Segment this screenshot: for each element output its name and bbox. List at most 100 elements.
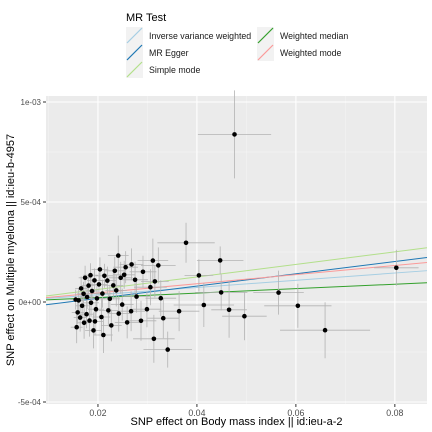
data-point xyxy=(105,278,110,283)
data-point xyxy=(196,273,202,278)
axis-ticks: 0.02 0.04 0.06 0.08 -5e-04 0e+00 5e-04 1e-03 xyxy=(18,98,404,418)
legend-entry-weighted-mode: Weighted mode xyxy=(257,44,342,61)
legend: MR Test Inverse variance weighted MR Egg… xyxy=(126,12,348,78)
data-point xyxy=(92,278,97,283)
legend-entry-mr-egger: MR Egger xyxy=(126,44,189,61)
data-point xyxy=(116,311,122,316)
legend-label: Simple mode xyxy=(149,65,200,75)
data-point xyxy=(183,240,189,246)
data-point xyxy=(86,283,91,288)
data-point xyxy=(119,302,125,307)
data-point xyxy=(134,294,139,299)
y-tick-label: 5e-04 xyxy=(21,198,42,207)
data-point xyxy=(201,302,207,308)
legend-label: Inverse variance weighted xyxy=(149,31,251,41)
data-point xyxy=(101,332,106,338)
data-point xyxy=(88,272,93,278)
gridlines xyxy=(46,96,427,404)
legend-key-line xyxy=(126,27,143,44)
data-point xyxy=(232,132,237,137)
data-point xyxy=(79,303,85,309)
data-point xyxy=(150,258,156,263)
data-point xyxy=(110,283,116,288)
plot-panel xyxy=(46,96,427,404)
data-point xyxy=(165,347,171,352)
data-point xyxy=(84,311,89,317)
data-point xyxy=(132,277,138,283)
data-point xyxy=(138,318,144,324)
data-point xyxy=(123,264,128,270)
data-point xyxy=(160,315,166,321)
data-point xyxy=(129,262,134,267)
legend-label: MR Egger xyxy=(149,48,189,58)
legend-key-line xyxy=(257,44,274,61)
legend-label: Weighted mode xyxy=(280,48,342,58)
data-point xyxy=(115,253,121,258)
data-point xyxy=(140,269,146,275)
data-point xyxy=(217,258,223,263)
legend-entry-weighted-median: Weighted median xyxy=(257,27,348,44)
data-point xyxy=(91,328,96,333)
data-point xyxy=(226,307,232,313)
data-point xyxy=(121,272,127,278)
data-point xyxy=(96,282,102,287)
data-point xyxy=(113,288,119,293)
x-tick-label: 0.02 xyxy=(89,408,106,418)
legend-entry-simple-mode: Simple mode xyxy=(126,61,200,78)
data-point xyxy=(81,320,87,326)
legend-entry-inverse-variance-weighted: Inverse variance weighted xyxy=(126,27,251,44)
data-point xyxy=(82,275,88,281)
data-point xyxy=(74,324,79,330)
data-points xyxy=(73,132,399,352)
data-point xyxy=(322,327,328,333)
data-point xyxy=(394,265,399,271)
data-point xyxy=(88,300,94,306)
data-point xyxy=(109,323,114,328)
data-point xyxy=(73,297,78,302)
data-point xyxy=(75,310,80,315)
x-tick-label: 0.04 xyxy=(188,408,205,418)
y-axis-label: SNP effect on Multiple myeloma || id:ieu… xyxy=(5,134,17,366)
data-point xyxy=(144,306,150,312)
data-point xyxy=(242,313,247,319)
data-point xyxy=(102,273,107,279)
y-tick-label: 0e+00 xyxy=(19,298,42,307)
data-point xyxy=(118,275,124,281)
data-point xyxy=(112,268,118,274)
data-point xyxy=(156,263,161,268)
data-point xyxy=(107,296,113,302)
legend-key-line xyxy=(257,27,274,44)
data-point xyxy=(106,308,111,313)
data-point xyxy=(81,291,86,297)
data-point xyxy=(151,336,157,342)
data-point xyxy=(276,290,281,295)
y-tick-label: -5e-04 xyxy=(18,398,42,407)
legend-key-line xyxy=(126,61,143,78)
data-point xyxy=(124,320,130,325)
data-point xyxy=(158,295,164,301)
legend-key-line xyxy=(126,44,143,61)
data-point xyxy=(77,315,83,320)
data-point xyxy=(99,314,104,320)
data-point xyxy=(218,290,224,295)
data-point xyxy=(84,294,90,300)
x-tick-label: 0.08 xyxy=(386,408,403,418)
data-point xyxy=(94,296,100,301)
data-point xyxy=(295,303,301,309)
data-point xyxy=(87,318,92,323)
data-point xyxy=(78,286,84,291)
y-tick-label: 1e-03 xyxy=(21,98,42,107)
data-point xyxy=(152,279,158,284)
data-point xyxy=(97,267,103,272)
data-point xyxy=(89,288,95,294)
data-point xyxy=(93,306,99,312)
data-point xyxy=(92,319,98,324)
x-axis-label: SNP effect on Body mass index || id:ieu-… xyxy=(131,416,343,428)
data-point xyxy=(128,308,134,314)
data-point xyxy=(176,308,182,314)
x-tick-label: 0.06 xyxy=(287,408,304,418)
legend-title: MR Test xyxy=(126,12,166,24)
data-point xyxy=(148,284,153,290)
data-point xyxy=(100,291,105,296)
